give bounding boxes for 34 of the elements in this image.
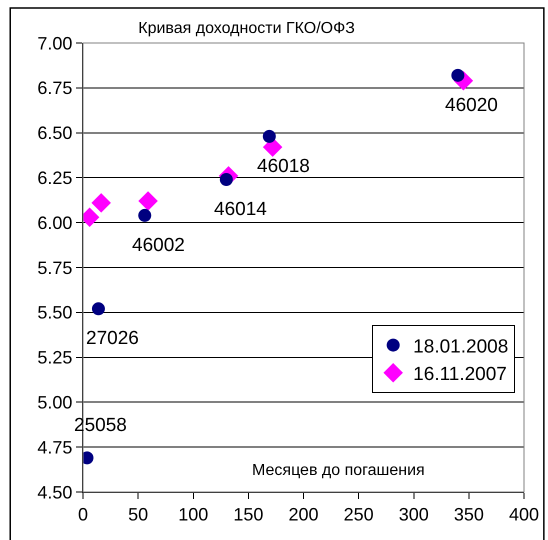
x-tick-label: 400 [508, 504, 540, 525]
y-tick-label: 5.50 [37, 302, 72, 323]
legend-label: 18.01.2008 [413, 336, 508, 358]
x-tick-label: 300 [398, 504, 429, 525]
legend-label: 16.11.2007 [413, 364, 507, 386]
annotation: 46018 [257, 156, 310, 177]
x-tick-label: 200 [288, 504, 319, 525]
x-tick-label: 50 [128, 504, 148, 525]
x-tick-label: 100 [178, 504, 208, 525]
point [138, 208, 152, 222]
x-tick-label: 0 [78, 504, 88, 525]
y-tick-label: 6.00 [37, 212, 72, 233]
annotation: 27026 [86, 328, 139, 349]
point [91, 193, 111, 213]
y-tick-label: 7.00 [37, 33, 72, 54]
y-tick-label: 4.75 [37, 437, 72, 458]
y-tick-label: 6.50 [37, 123, 72, 144]
y-tick-label: 4.50 [37, 482, 72, 502]
x-axis-title: Месяцев до погашения [252, 462, 425, 479]
x-tick-label: 250 [344, 504, 374, 525]
x-tick-label: 350 [454, 504, 484, 525]
y-tick-label: 5.00 [37, 392, 72, 412]
chart-title: Кривая доходности ГКО/ОФЗ [138, 20, 355, 37]
point [262, 130, 276, 143]
point [92, 302, 105, 316]
annotation: 46002 [132, 235, 185, 256]
annotation: 46014 [214, 199, 268, 220]
x-tick-label: 150 [233, 504, 264, 525]
y-tick-label: 5.75 [37, 258, 72, 278]
y-tick-label: 5.25 [37, 348, 72, 368]
point [138, 191, 158, 211]
y-tick-label: 6.75 [37, 78, 72, 98]
annotation: 46020 [445, 95, 498, 116]
y-tick-label: 6.25 [37, 168, 72, 188]
